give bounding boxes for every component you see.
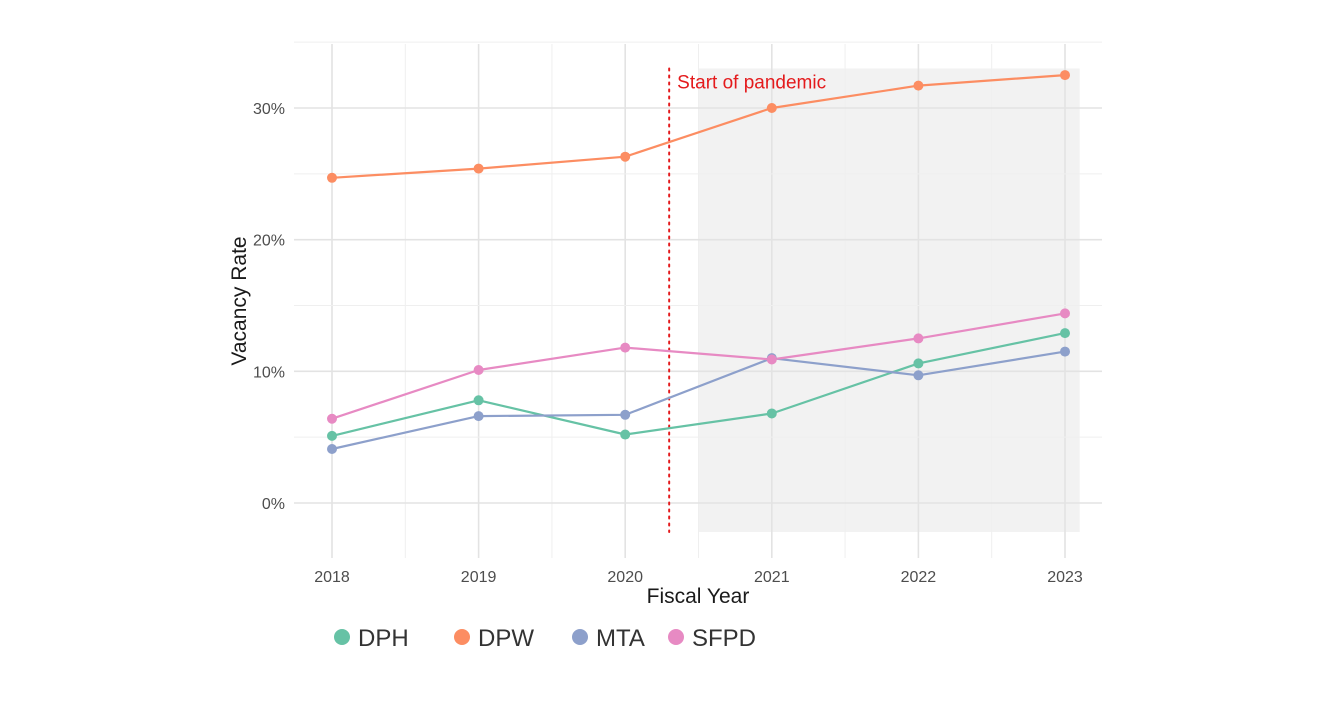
data-point-dpw-2018 [327,172,337,183]
data-point-sfpd-2023 [1060,308,1070,319]
legend-swatch-dpw [454,629,470,645]
legend-swatch-mta [572,629,588,645]
y-axis-title: Vacancy Rate [228,236,251,365]
data-point-sfpd-2018 [327,413,337,424]
data-point-sfpd-2019 [473,365,484,376]
legend: DPH DPW MTA SFPD [334,625,756,652]
legend-label-dph: DPH [358,625,409,652]
data-point-dpw-2022 [913,80,924,91]
data-point-dph-2018 [327,430,337,441]
data-point-sfpd-2022 [913,333,924,344]
legend-swatch-sfpd [668,629,684,645]
x-tick-label: 2023 [1047,569,1083,586]
data-point-mta-2020 [620,409,631,420]
series-line-dpw [331,74,1066,179]
legend-label-mta: MTA [596,625,645,652]
data-point-mta-2018 [327,444,337,455]
data-point-sfpd-2021 [766,354,777,365]
x-tick-label: 2021 [754,569,790,586]
legend-label-dpw: DPW [478,625,534,652]
shaded-region-pandemic [698,68,1080,532]
data-point-dpw-2021 [766,103,777,113]
x-tick-label: 2019 [461,569,497,586]
y-tick-label: 10% [253,364,285,381]
y-tick-label: 20% [253,233,285,250]
data-point-mta-2019 [473,411,484,422]
data-point-dph-2020 [620,429,631,440]
series-line-mta [331,350,1066,451]
series-line-sfpd [331,312,1066,420]
data-point-mta-2023 [1060,346,1070,357]
y-tick-label: 0% [262,496,285,513]
data-point-dph-2021 [766,408,777,419]
legend-label-sfpd: SFPD [692,625,756,652]
data-point-dph-2023 [1060,328,1070,339]
data-point-dpw-2023 [1060,70,1070,81]
pandemic-start-label: Start of pandemic [677,73,826,94]
series-points-layer [327,70,1070,455]
data-point-dpw-2019 [473,163,484,174]
data-point-dph-2022 [913,358,924,369]
data-point-dpw-2020 [620,151,631,162]
tick-labels-layer: 2018 2019 2020 2021 2022 2023 0% 10% 20% 30% [253,101,1083,586]
legend-swatch-dph [334,629,350,645]
series-line-dph [331,332,1066,437]
annotation-layer: Start of pandemic [668,67,826,533]
data-point-mta-2022 [913,370,924,381]
y-tick-label: 30% [253,101,285,118]
x-tick-label: 2022 [901,569,937,586]
shaded-region-layer [698,68,1080,532]
x-tick-label: 2018 [314,569,350,586]
series-lines-layer [331,74,1066,451]
x-axis-title: Fiscal Year [647,585,750,608]
data-point-dph-2019 [473,395,484,406]
grid-layer [294,41,1102,558]
data-point-sfpd-2020 [620,342,631,353]
x-tick-label: 2020 [607,569,643,586]
